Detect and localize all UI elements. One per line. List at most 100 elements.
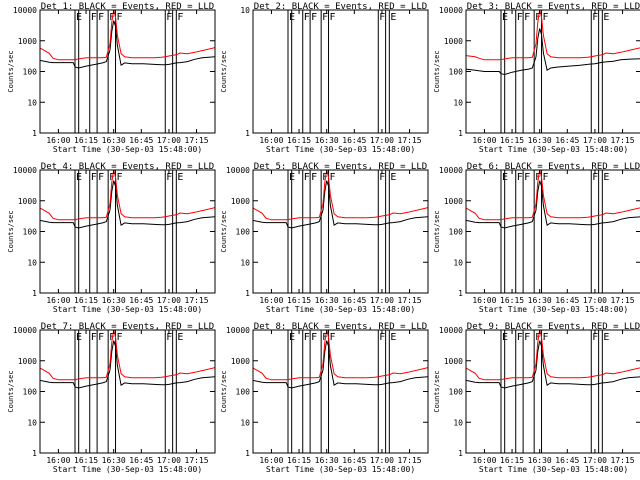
y-tick-label: 1000: [18, 197, 37, 206]
x-tick-label: 16:45: [342, 136, 366, 145]
x-tick-label: 16:30: [528, 456, 552, 465]
y-tick-label: 1000: [18, 357, 37, 366]
lld-series-line: [466, 170, 640, 221]
x-tick-label: 16:45: [555, 296, 579, 305]
flag-letter: E: [289, 332, 295, 343]
x-tick-label: 16:00: [472, 456, 496, 465]
x-axis-label: Start Time (30-Sep-03 15:48:00): [53, 145, 202, 154]
x-tick-label: 17:15: [611, 136, 635, 145]
flag-letter: E: [603, 172, 609, 183]
x-axis-label: Start Time (30-Sep-03 15:48:00): [53, 305, 202, 314]
lld-series-line: [253, 330, 428, 381]
flag-letter: E: [289, 12, 295, 23]
y-tick-label: 10000: [13, 166, 37, 175]
y-tick-label: 100: [236, 228, 251, 237]
flag-letter: F: [117, 172, 123, 183]
x-tick-label: 16:15: [287, 296, 311, 305]
x-tick-label: 16:15: [500, 296, 524, 305]
plot-frame: [39, 9, 216, 134]
y-tick-label: 1: [458, 129, 463, 138]
flag-letter: F: [166, 172, 172, 183]
y-tick-label: 100: [449, 388, 464, 397]
x-tick-label: 16:30: [315, 296, 339, 305]
x-tick-label: 16:30: [315, 136, 339, 145]
flag-letter: E: [76, 332, 82, 343]
y-tick-label: 100: [23, 68, 38, 77]
data-series-group: [466, 330, 640, 389]
flag-letter: F: [524, 12, 530, 23]
x-tick-label: 16:30: [102, 296, 126, 305]
flag-letter: E: [502, 332, 508, 343]
y-tick-label: 100: [449, 228, 464, 237]
y-tick-label: 10: [453, 418, 463, 427]
y-tick-label: 1000: [444, 197, 463, 206]
flag-letter: F: [98, 332, 104, 343]
y-axis-label: Counts/sec: [433, 210, 441, 252]
x-tick-label: 16:15: [287, 456, 311, 465]
flag-letter: E: [603, 332, 609, 343]
flag-letter: F: [166, 332, 172, 343]
x-axis-label: Start Time (30-Sep-03 15:48:00): [479, 305, 628, 314]
y-tick-label: 1: [458, 449, 463, 458]
y-tick-label: 10000: [439, 326, 463, 335]
x-tick-label: 17:00: [157, 136, 181, 145]
x-tick-label: 16:00: [46, 296, 70, 305]
x-tick-label: 16:00: [472, 296, 496, 305]
y-tick-label: 1000: [231, 357, 250, 366]
x-tick-label: 17:00: [583, 136, 607, 145]
flag-letter: F: [311, 12, 317, 23]
plot-frame: [465, 169, 640, 294]
x-tick-label: 17:15: [611, 456, 635, 465]
x-tick-label: 16:15: [287, 136, 311, 145]
x-tick-label: 16:15: [500, 456, 524, 465]
flag-letter: F: [592, 332, 598, 343]
flag-letter: F: [91, 12, 97, 23]
flag-letter: F: [166, 12, 172, 23]
y-tick-label: 1000: [18, 37, 37, 46]
y-axis-label: Counts/sec: [433, 370, 441, 412]
panel-title: Det 3: BLACK = Events, RED = LLD: [467, 2, 640, 12]
x-tick-label: 17:00: [583, 296, 607, 305]
flag-letter: F: [379, 172, 385, 183]
panel-title: Det 4: BLACK = Events, RED = LLD: [41, 162, 214, 172]
flag-letter: F: [592, 172, 598, 183]
x-tick-label: 16:15: [74, 136, 98, 145]
y-tick-label: 10: [240, 6, 250, 15]
x-tick-label: 17:00: [583, 456, 607, 465]
x-tick-label: 16:30: [102, 136, 126, 145]
plot-frame: [39, 169, 216, 294]
y-tick-label: 1000: [444, 357, 463, 366]
x-tick-label: 16:15: [500, 136, 524, 145]
events-series-line: [466, 340, 640, 389]
flag-letter: E: [76, 12, 82, 23]
data-series-group: [40, 170, 215, 229]
y-tick-label: 10000: [226, 326, 250, 335]
lld-series-line: [466, 330, 640, 381]
y-tick-label: 10: [27, 418, 37, 427]
panel-title: Det 6: BLACK = Events, RED = LLD: [467, 162, 640, 172]
flag-letter: E: [76, 172, 82, 183]
flag-letter: E: [390, 12, 396, 23]
y-tick-label: 10000: [439, 6, 463, 15]
flag-letter: F: [117, 12, 123, 23]
x-tick-label: 16:45: [129, 296, 153, 305]
x-tick-label: 16:00: [259, 296, 283, 305]
flag-letter: E: [603, 12, 609, 23]
y-tick-label: 10000: [226, 166, 250, 175]
x-tick-label: 16:00: [259, 136, 283, 145]
y-tick-label: 1: [245, 289, 250, 298]
flag-letter: F: [379, 332, 385, 343]
x-tick-label: 17:00: [157, 296, 181, 305]
y-tick-label: 10: [453, 258, 463, 267]
flag-letter: F: [543, 12, 549, 23]
x-tick-label: 17:15: [611, 296, 635, 305]
plot-frame: [252, 329, 429, 454]
y-tick-label: 1: [458, 289, 463, 298]
x-tick-label: 16:00: [472, 136, 496, 145]
y-tick-label: 1000: [444, 37, 463, 46]
flag-letter: F: [517, 12, 523, 23]
